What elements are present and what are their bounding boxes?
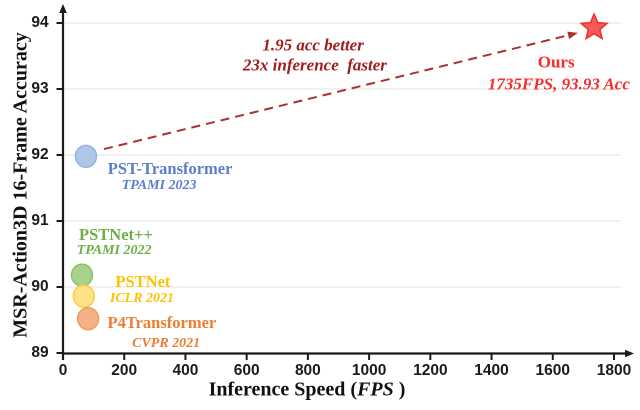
annotation-1-95-acc-better: 1.95 acc better (262, 35, 364, 55)
x-tick-label: 0 (58, 362, 68, 379)
x-axis-arrowhead (625, 349, 634, 358)
y-tick-label: 90 (31, 278, 49, 295)
point-pst-transformer (74, 144, 98, 169)
label-p4transformer: P4Transformer (107, 313, 217, 333)
point-p4transformer (76, 306, 100, 331)
x-axis-title: Inference Speed (FPS ) (209, 379, 406, 402)
venue-label-pstnet: ICLR 2021 (109, 290, 175, 306)
annotation-ours: Ours (537, 52, 575, 72)
venue-label-pst-transformer: TPAMI 2023 (121, 178, 197, 194)
y-tick-label: 94 (31, 14, 49, 31)
y-tick-label: 89 (31, 344, 49, 361)
annotation-23x-inference-faster: 23x inference faster (242, 55, 387, 75)
label-pstnet: PSTNet (115, 271, 171, 291)
improvement-arrowhead (567, 31, 578, 39)
venue-label-pstnet: TPAMI 2022 (76, 242, 152, 258)
x-tick-label: 800 (294, 362, 321, 379)
y-tick-label: 92 (31, 146, 49, 163)
y-axis-arrowhead (59, 4, 67, 13)
x-tick-label: 200 (111, 362, 138, 379)
venue-label-p4transformer: CVPR 2021 (132, 335, 201, 351)
x-axis-title-fps: FPS (357, 378, 394, 401)
x-tick-label: 1400 (474, 362, 509, 379)
x-tick-label: 600 (233, 362, 260, 379)
point-pstnet (70, 263, 94, 287)
y-axis-title: MSR-Action3D 16-Frame Accuracy (9, 32, 32, 338)
improvement-arrow (103, 33, 573, 151)
x-tick-label: 1800 (596, 362, 632, 379)
label-pstnet: PSTNet++ (79, 224, 153, 244)
x-axis-title-suffix: ) (393, 378, 406, 401)
x-tick-label: 1000 (351, 362, 387, 379)
y-tick-label: 91 (31, 212, 49, 229)
point-pstnet (72, 284, 96, 308)
x-tick-label: 1600 (535, 362, 571, 379)
point-ours-star (579, 12, 609, 41)
y-tick-label: 93 (31, 80, 49, 97)
label-pst-transformer: PST-Transformer (107, 158, 233, 178)
x-tick-label: 400 (172, 362, 199, 379)
annotation-1735fps-93-93-acc: 1735FPS, 93.93 Acc (487, 74, 630, 94)
x-tick-label: 1200 (413, 362, 448, 379)
x-axis-title-prefix: Inference Speed ( (208, 378, 358, 401)
